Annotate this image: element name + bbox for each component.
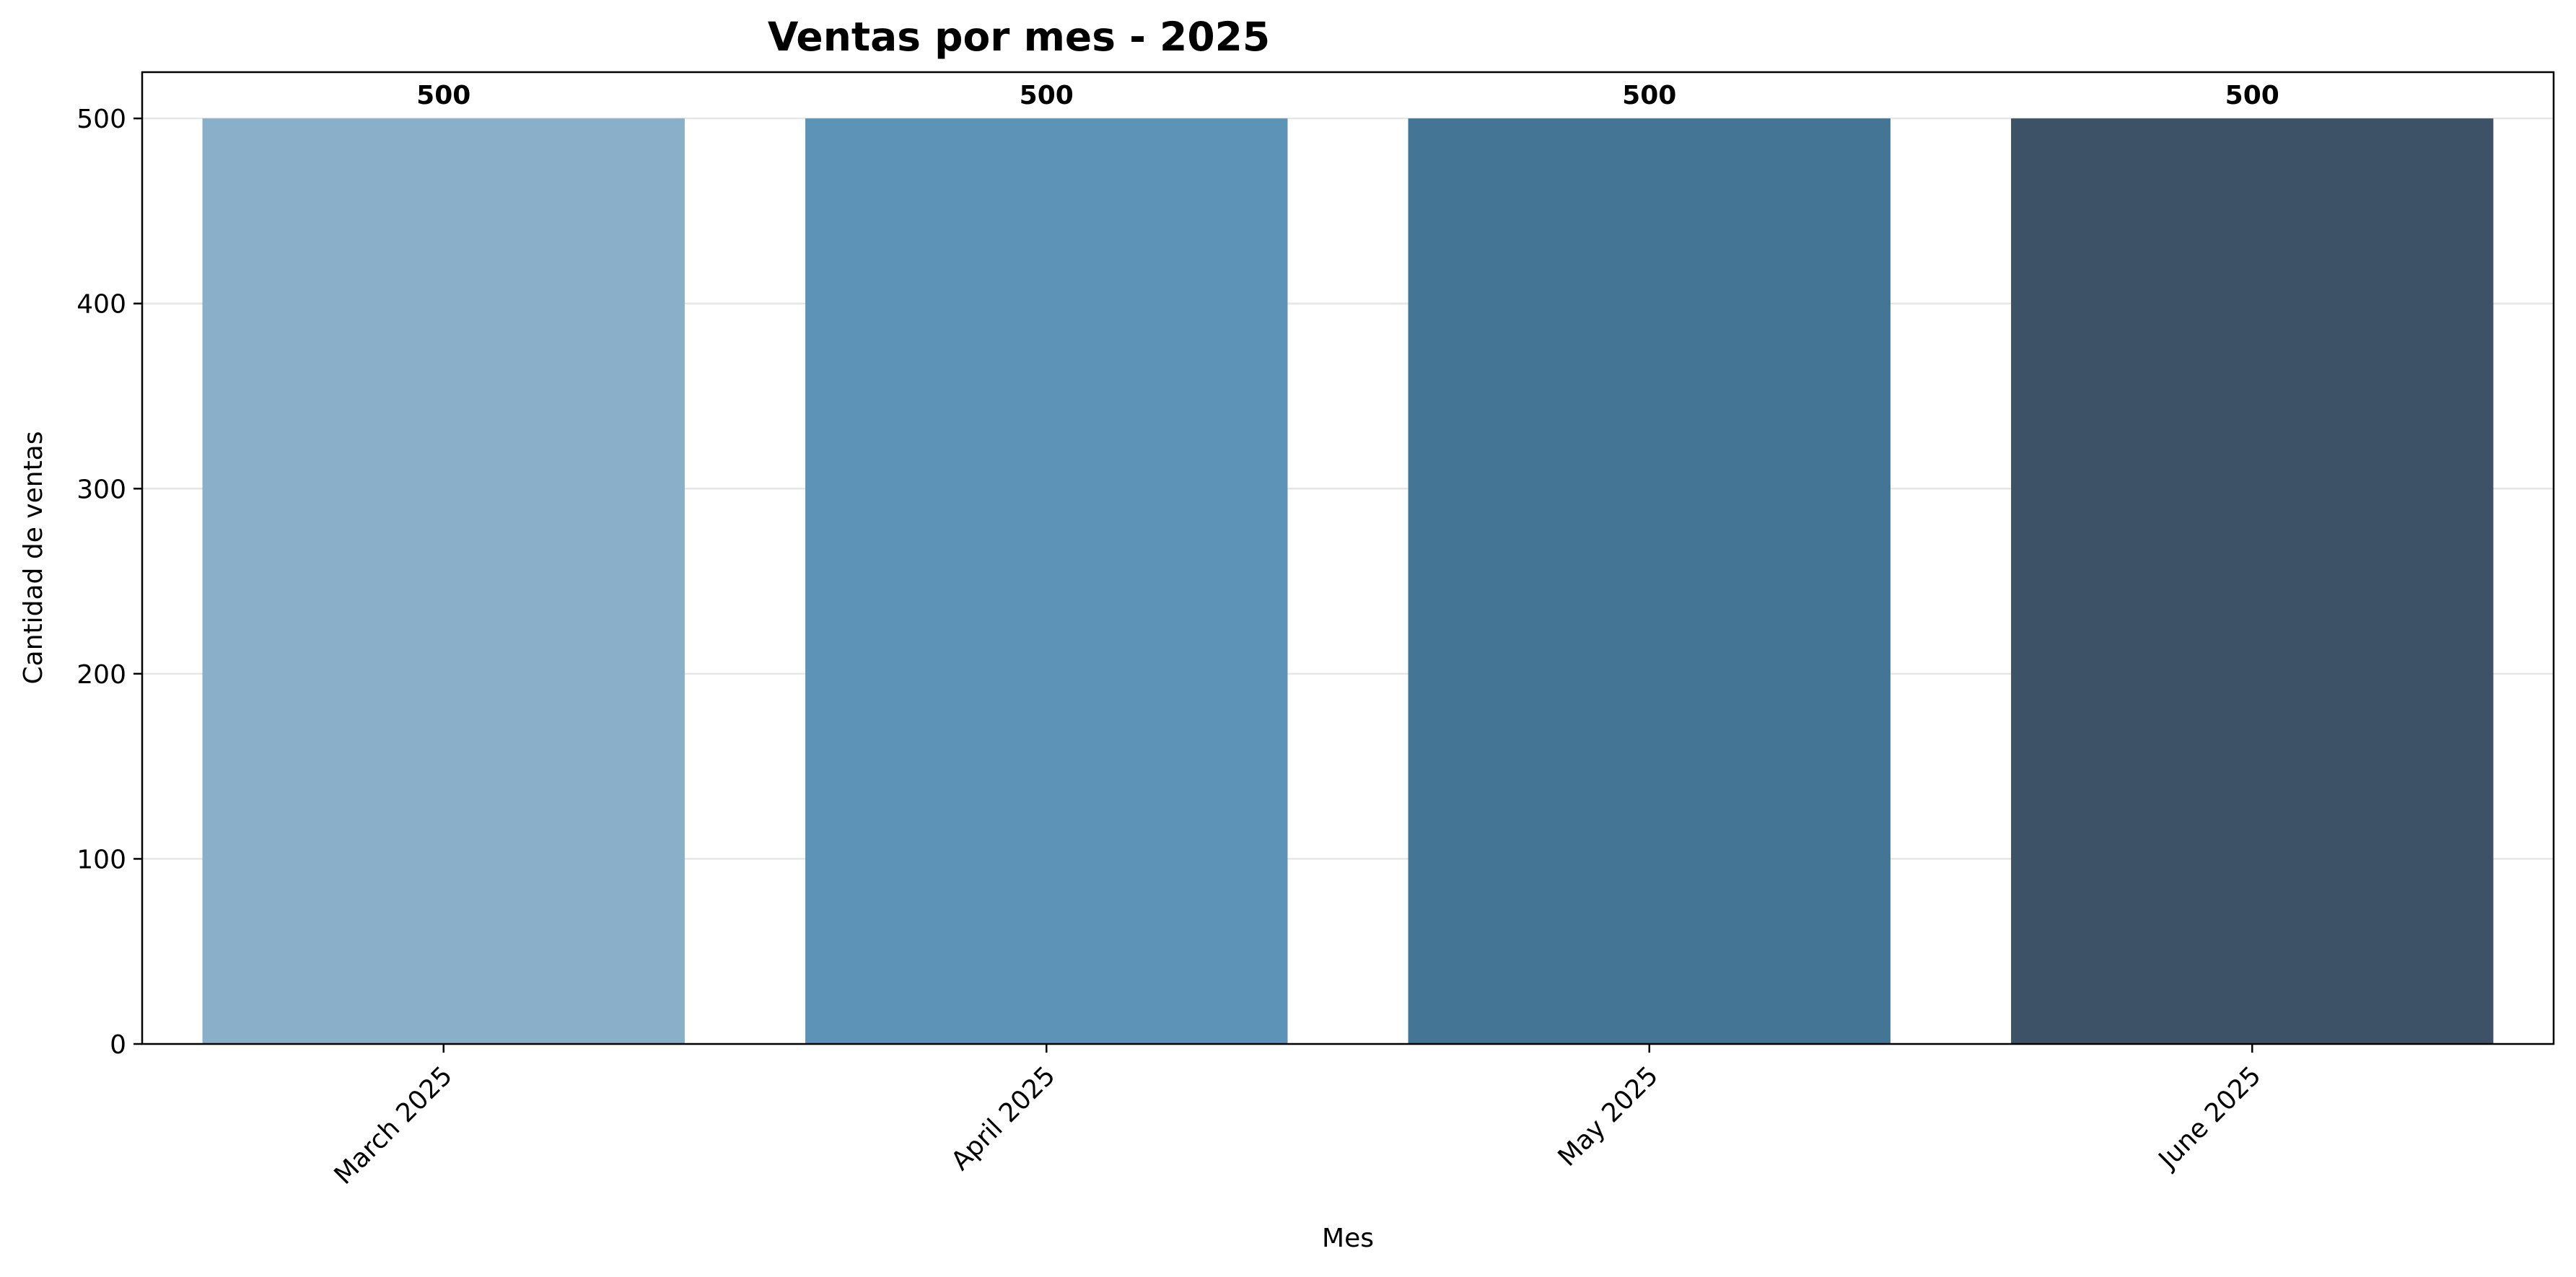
bars — [202, 118, 2494, 1045]
x-tick-label: April 2025 — [946, 1061, 1061, 1176]
plot-frame — [141, 71, 2555, 1045]
y-tick-label: 0 — [110, 1030, 126, 1060]
chart-title: Ventas por mes - 2025 — [768, 14, 1270, 60]
data-labels: 500 500 500 500 — [416, 81, 2279, 110]
bar — [805, 118, 1288, 1045]
bar — [1408, 118, 1891, 1045]
x-axis-label: Mes — [1322, 1224, 1374, 1253]
bar — [202, 118, 685, 1045]
y-tick-label: 500 — [76, 105, 126, 134]
bar-value-label: 500 — [1622, 81, 1676, 110]
x-tick-label: June 2025 — [2152, 1061, 2267, 1175]
y-tick-label: 200 — [76, 660, 126, 690]
bar — [2011, 118, 2494, 1045]
bar-value-label: 500 — [416, 81, 470, 110]
y-axis-label: Cantidad de ventas — [19, 431, 48, 685]
y-axis: 0 100 200 300 400 500 — [76, 105, 142, 1060]
x-tick-label: May 2025 — [1553, 1061, 1665, 1172]
bar-value-label: 500 — [1020, 81, 1074, 110]
y-tick-label: 100 — [76, 845, 126, 874]
y-tick-label: 300 — [76, 475, 126, 504]
x-tick-label: March 2025 — [329, 1061, 458, 1190]
x-axis: March 2025 April 2025 May 2025 June 2025 — [329, 1044, 2267, 1190]
bar-value-label: 500 — [2225, 81, 2279, 110]
y-tick-label: 400 — [76, 290, 126, 320]
